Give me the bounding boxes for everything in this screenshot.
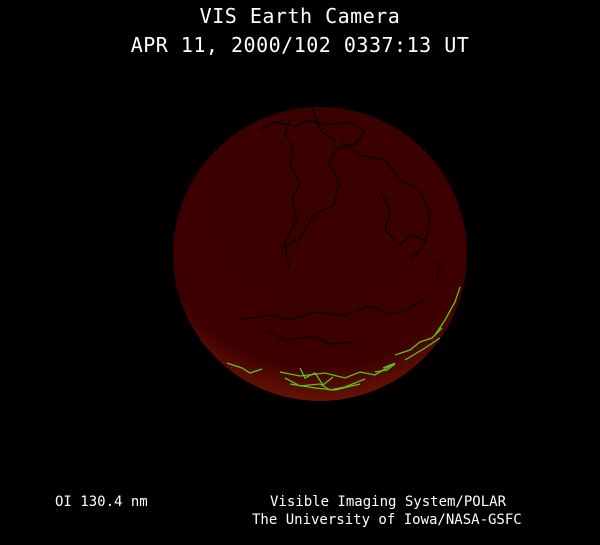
coastlines <box>239 107 441 345</box>
image-title: VIS Earth Camera <box>199 4 401 28</box>
earth-disk <box>173 107 467 401</box>
aurora-coastlines <box>226 286 461 391</box>
image-timestamp: APR 11, 2000/102 0337:13 UT <box>130 33 470 57</box>
credit-line-1: Visible Imaging System/POLAR <box>270 494 507 510</box>
credit-line-2: The University of Iowa/NASA-GSFC <box>252 512 522 528</box>
wavelength-label: OI 130.4 nm <box>55 494 148 510</box>
